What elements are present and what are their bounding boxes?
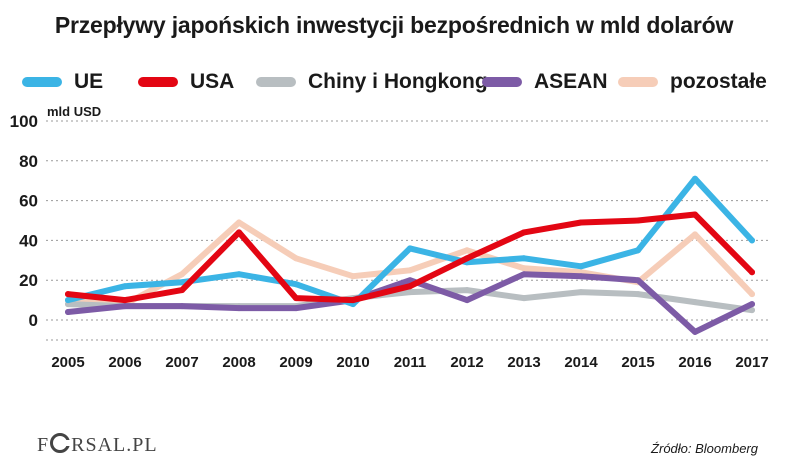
data-point-ue-2016 <box>692 175 698 182</box>
data-point-asean-2013 <box>521 271 527 278</box>
x-tick-label-2009: 2009 <box>279 354 312 371</box>
x-tick-label-2011: 2011 <box>394 354 427 371</box>
legend-label-ue: UE <box>74 70 104 93</box>
y-tick-label-0: 0 <box>29 311 38 330</box>
y-tick-label-80: 80 <box>19 152 38 171</box>
logo-o-mark <box>50 433 71 453</box>
chart-series-lines <box>65 175 755 335</box>
x-axis-ticks: 2005 2006 2007 2008 2009 2010 2011 2012 2013 2014… <box>51 354 768 371</box>
data-point-pozostałe-2013 <box>521 265 527 272</box>
x-tick-label-2007: 2007 <box>165 354 198 371</box>
x-tick-label-2005: 2005 <box>51 354 84 371</box>
source-note: Źródło: Bloomberg <box>651 441 758 456</box>
y-axis-ticks: 100 80 60 40 20 0 <box>10 112 38 330</box>
data-point-pozostałe-2010 <box>350 273 356 280</box>
data-point-chiny-i-hongkong-2017 <box>749 307 755 314</box>
legend-label-usa: USA <box>190 70 235 93</box>
data-point-pozostałe-2016 <box>692 231 698 238</box>
legend-label-pozostale: pozostałe <box>670 70 767 93</box>
legend-item-ue: UE <box>22 64 103 100</box>
legend-swatch-asean <box>482 77 522 87</box>
y-tick-label-60: 60 <box>19 192 38 211</box>
data-point-pozostałe-2012 <box>464 247 470 254</box>
chart-legend: UE USA Chiny i Hongkong ASEAN pozostałe <box>0 64 788 100</box>
x-tick-label-2014: 2014 <box>564 354 598 371</box>
legend-swatch-chiny <box>256 77 296 87</box>
data-point-usa-2011 <box>407 283 413 290</box>
legend-item-pozostale: pozostałe <box>618 64 767 100</box>
data-point-chiny-i-hongkong-2016 <box>692 299 698 306</box>
data-point-ue-2007 <box>179 279 185 286</box>
data-point-asean-2015 <box>635 277 641 284</box>
chart-title: Przepływy japońskich inwestycji bezpośre… <box>54 12 734 38</box>
data-point-ue-2014 <box>578 263 584 270</box>
data-point-usa-2015 <box>635 217 641 224</box>
data-point-chiny-i-hongkong-2012 <box>464 287 470 294</box>
data-point-usa-2007 <box>179 287 185 294</box>
data-point-pozostałe-2008 <box>236 219 242 226</box>
data-point-asean-2009 <box>293 305 299 312</box>
data-point-ue-2005 <box>65 297 71 304</box>
legend-label-asean: ASEAN <box>534 70 608 93</box>
data-point-usa-2009 <box>293 295 299 302</box>
data-point-ue-2008 <box>236 271 242 278</box>
x-tick-label-2012: 2012 <box>450 354 483 371</box>
legend-item-chiny: Chiny i Hongkong <box>256 64 488 100</box>
x-tick-label-2015: 2015 <box>621 354 654 371</box>
data-point-usa-2012 <box>464 255 470 262</box>
y-tick-label-20: 20 <box>19 271 38 290</box>
y-tick-label-40: 40 <box>19 231 38 250</box>
forsal-logo: F RSAL.PL <box>37 433 158 457</box>
legend-label-chiny: Chiny i Hongkong <box>308 70 488 93</box>
data-point-ue-2013 <box>521 255 527 262</box>
data-point-asean-2007 <box>179 303 185 310</box>
data-point-pozostałe-2011 <box>407 267 413 274</box>
legend-swatch-pozostale <box>618 77 658 87</box>
data-point-usa-2014 <box>578 219 584 226</box>
data-point-ue-2009 <box>293 281 299 288</box>
data-point-usa-2013 <box>521 229 527 236</box>
legend-swatch-ue <box>22 77 62 87</box>
data-point-chiny-i-hongkong-2014 <box>578 289 584 296</box>
data-point-asean-2008 <box>236 305 242 312</box>
data-point-asean-2005 <box>65 309 71 315</box>
data-point-usa-2008 <box>236 229 242 236</box>
y-axis-unit-label: mld USD <box>47 104 102 119</box>
data-point-usa-2016 <box>692 211 698 218</box>
data-point-asean-2017 <box>749 301 755 308</box>
data-point-usa-2010 <box>350 297 356 304</box>
x-tick-label-2010: 2010 <box>336 354 369 371</box>
x-tick-label-2017: 2017 <box>735 354 768 371</box>
data-point-ue-2015 <box>635 247 641 254</box>
legend-swatch-usa <box>138 77 178 87</box>
data-point-ue-2006 <box>122 283 128 290</box>
data-point-asean-2011 <box>407 277 413 284</box>
data-point-usa-2005 <box>65 291 71 298</box>
data-point-usa-2017 <box>749 269 755 276</box>
data-point-asean-2012 <box>464 297 470 304</box>
data-point-ue-2011 <box>407 245 413 252</box>
data-point-asean-2014 <box>578 273 584 280</box>
logo-suffix: RSAL.PL <box>71 434 158 456</box>
data-point-pozostałe-2009 <box>293 255 299 262</box>
data-point-pozostałe-2017 <box>749 291 755 298</box>
y-tick-label-100: 100 <box>10 112 38 131</box>
x-tick-label-2013: 2013 <box>507 354 540 371</box>
x-tick-label-2008: 2008 <box>222 354 255 371</box>
data-point-chiny-i-hongkong-2011 <box>407 289 413 296</box>
legend-item-usa: USA <box>138 64 234 100</box>
data-point-usa-2006 <box>122 297 128 304</box>
data-point-pozostałe-2007 <box>179 271 185 278</box>
data-point-chiny-i-hongkong-2013 <box>521 295 527 302</box>
logo-prefix: F <box>37 434 50 456</box>
x-tick-label-2006: 2006 <box>108 354 141 371</box>
data-point-ue-2017 <box>749 237 755 244</box>
data-point-asean-2006 <box>122 303 128 310</box>
x-tick-label-2016: 2016 <box>678 354 711 371</box>
legend-item-asean: ASEAN <box>482 64 608 100</box>
data-point-chiny-i-hongkong-2015 <box>635 291 641 298</box>
data-point-asean-2016 <box>692 328 698 335</box>
